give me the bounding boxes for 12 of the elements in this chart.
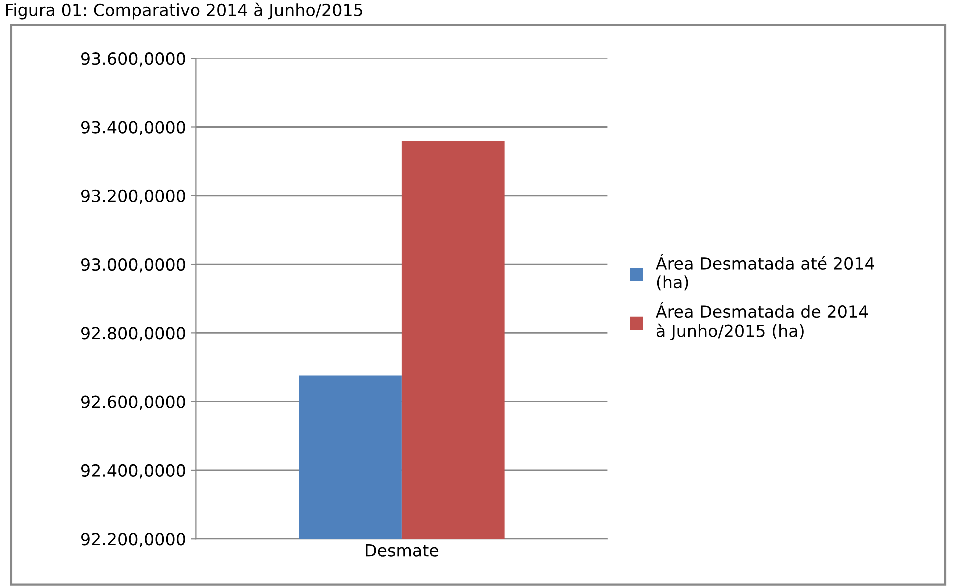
- y-tick-label: 92.200,0000: [81, 533, 186, 548]
- y-tick-label: 93.000,0000: [81, 258, 186, 273]
- y-tick-label: 93.400,0000: [81, 121, 186, 136]
- chart-title: Figura 01: Comparativo 2014 à Junho/2015: [6, 2, 362, 20]
- legend-label: Área Desmatada até 2014 (ha): [656, 254, 874, 291]
- y-tick-label: 93.600,0000: [81, 52, 186, 67]
- y-tick-label: 92.800,0000: [81, 327, 186, 342]
- legend-label: Área Desmatada de 2014 à Junho/2015 (ha): [656, 302, 868, 341]
- y-tick-label: 92.400,0000: [81, 464, 186, 479]
- y-tick-label: 92.600,0000: [81, 396, 186, 410]
- y-tick-label: 93.200,0000: [81, 190, 186, 204]
- x-tick-label: Desmate: [366, 544, 439, 557]
